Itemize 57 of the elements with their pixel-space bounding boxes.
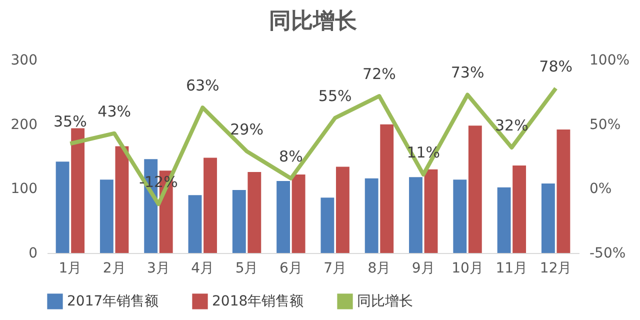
x-tick-label: 8月 [368,260,391,276]
data-label: 78% [539,57,572,76]
legend-label: 2017年销售额 [67,293,159,310]
bar [364,178,378,253]
data-label: 73% [450,64,484,82]
bar [453,180,467,253]
y-tick-label: 200 [10,116,38,133]
x-tick-label: 4月 [191,260,214,276]
x-tick-label: 12月 [540,260,572,276]
bar [232,190,246,253]
y-tick-label: 0 [28,246,38,262]
x-tick-label: 1月 [58,260,82,276]
x-tick-label: 11月 [496,260,528,276]
x-tick-label: 6月 [279,260,302,276]
y-tick-label: 300 [10,52,38,68]
x-tick-label: 7月 [324,260,347,276]
bar [292,174,306,253]
bar [556,129,570,253]
x-tick-label: 10月 [452,260,484,276]
bar [468,126,482,253]
x-tick-label: 5月 [235,260,258,276]
data-label: 29% [230,120,264,138]
data-label: 43% [98,102,131,120]
data-label: 32% [495,116,528,134]
y2-tick-label: 0% [590,181,612,198]
bar [409,177,422,253]
bar [188,195,202,253]
bar [380,124,394,253]
data-label: 72% [362,65,396,84]
y2-tick-label: 100% [590,52,630,68]
bar [336,166,350,253]
y2-tick-label: 50% [590,116,621,133]
data-label: 55% [318,86,352,105]
data-label: -12% [139,173,178,192]
bar [512,166,526,253]
y-tick-label: 100 [10,181,38,198]
x-tick-label: 2月 [102,260,126,276]
chart-title: 同比增长 [269,9,358,34]
bar [204,158,217,253]
bar [71,128,85,253]
data-label: 8% [279,147,303,166]
bar [115,146,129,253]
bar [56,162,70,253]
x-tick-label: 9月 [412,260,435,276]
data-label: 35% [54,112,87,131]
bar [497,187,511,253]
legend-label: 2018年销售额 [212,293,304,310]
bar [320,198,334,253]
legend-label: 同比增长 [357,293,413,310]
bar [424,169,438,253]
bar [100,180,114,253]
data-label: 63% [186,76,220,95]
bar [541,184,555,253]
x-tick-label: 3月 [147,260,170,276]
bar [248,172,262,253]
bar [276,180,290,253]
y2-tick-label: -50% [590,246,626,262]
